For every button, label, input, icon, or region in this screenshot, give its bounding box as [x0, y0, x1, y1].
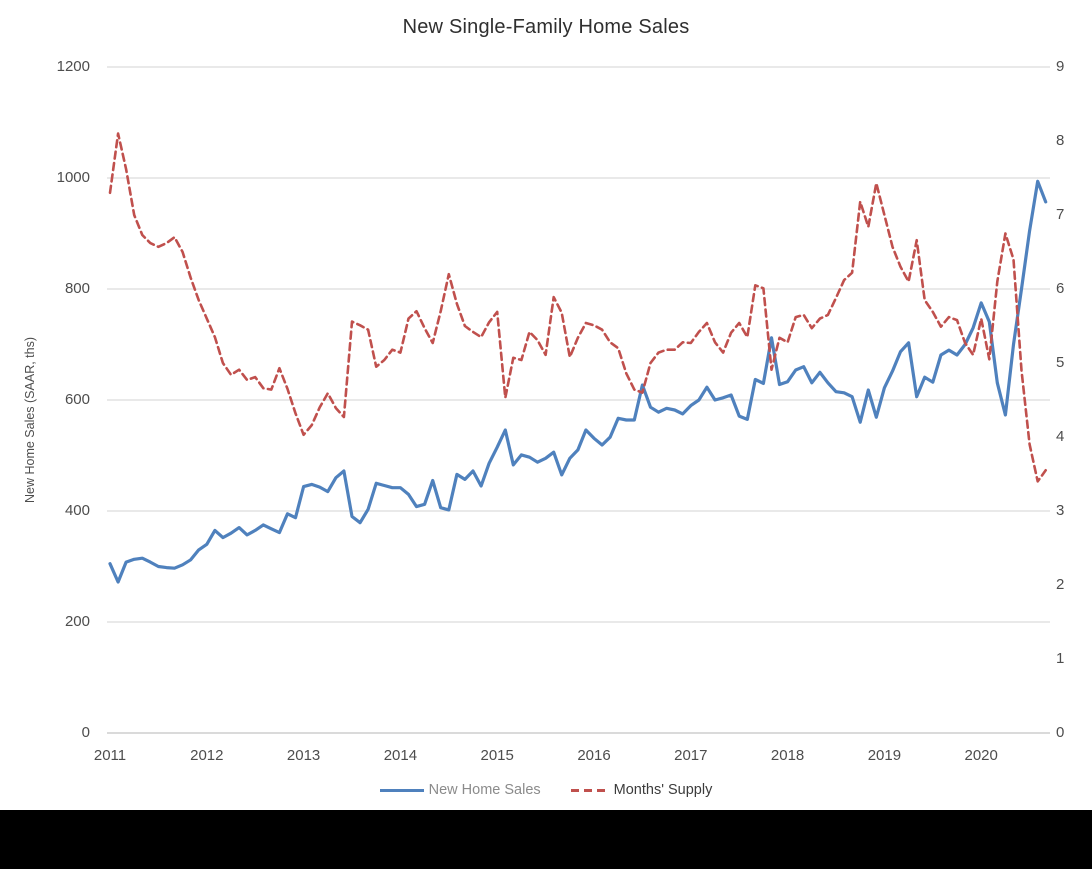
- left-axis-tick-label: 1200: [56, 58, 90, 75]
- left-axis-tick-label: 800: [64, 280, 90, 297]
- x-axis-tick-label: 2015: [480, 747, 514, 764]
- right-axis-tick-label: 5: [1056, 354, 1065, 371]
- left-axis-tick-label: 400: [64, 502, 90, 519]
- x-axis-tick-label: 2018: [770, 747, 805, 764]
- legend: New Home Sales Months' Supply: [0, 782, 1092, 798]
- x-axis-tick-label: 2016: [577, 747, 611, 764]
- left-axis-tick-label: 200: [64, 613, 90, 630]
- x-axis-tick-label: 2014: [383, 747, 418, 764]
- plot-svg: [107, 66, 1050, 734]
- x-axis-tick-label: 2013: [286, 747, 321, 764]
- right-axis-tick-label: 9: [1056, 58, 1065, 75]
- x-axis-tick-label: 2011: [93, 747, 127, 764]
- right-axis-tick-label: 4: [1056, 428, 1065, 445]
- legend-item-sales: New Home Sales: [379, 782, 541, 798]
- supply-line: [108, 132, 1047, 483]
- bottom-black-bar: [0, 810, 1092, 869]
- legend-item-supply: Months' Supply: [570, 782, 713, 798]
- right-axis-tick-label: 0: [1056, 724, 1065, 741]
- sales-line-swatch: [379, 788, 424, 792]
- legend-label-sales: New Home Sales: [428, 782, 541, 798]
- supply-line-swatch: [570, 788, 607, 792]
- left-axis-tick-label: 0: [81, 724, 90, 741]
- right-axis-tick-label: 1: [1056, 650, 1065, 667]
- right-axis-tick-label: 6: [1056, 280, 1065, 297]
- x-axis-tick-label: 2019: [867, 747, 902, 764]
- x-axis-tick-label: 2012: [190, 747, 224, 764]
- left-axis-tick-label: 600: [64, 391, 90, 408]
- right-axis-tick-label: 2: [1056, 576, 1065, 593]
- x-axis-tick-label: 2017: [674, 747, 708, 764]
- x-axis-tick-label: 2020: [964, 747, 998, 764]
- sales-line: [108, 179, 1048, 584]
- chart-title: New Single-Family Home Sales: [402, 16, 690, 38]
- right-axis-tick-label: 7: [1056, 206, 1065, 223]
- left-axis-tick-label: 1000: [56, 169, 90, 186]
- legend-label-supply: Months' Supply: [613, 782, 713, 798]
- right-axis-tick-label: 8: [1056, 132, 1065, 149]
- right-axis-tick-label: 3: [1056, 502, 1065, 519]
